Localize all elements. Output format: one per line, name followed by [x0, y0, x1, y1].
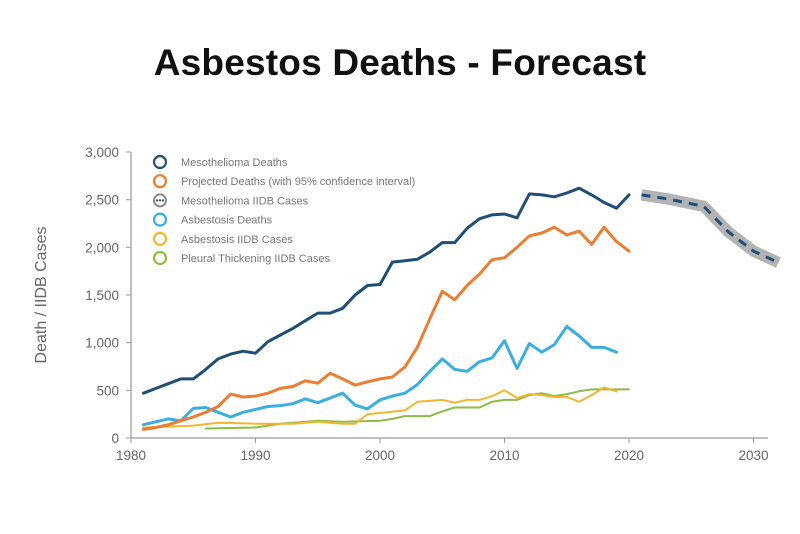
x-tick-label: 2030 [738, 448, 768, 463]
y-tick-label: 1,500 [85, 288, 119, 303]
y-tick-label: 1,000 [85, 336, 119, 351]
legend-label: Asbestosis Deaths [181, 215, 273, 227]
legend-marker-icon [153, 193, 167, 208]
legend-item: Asbestosis IIDB Cases [152, 231, 293, 246]
y-tick-label: 0 [111, 431, 119, 446]
x-tick-label: 1980 [116, 448, 146, 463]
y-tick-label: 500 [96, 383, 119, 398]
series-mesothelioma-deaths [141, 186, 631, 395]
series-asbestosis-deaths [141, 325, 618, 427]
x-tick-label: 2010 [489, 448, 519, 463]
legend-marker-icon [152, 231, 168, 246]
legend-label: Projected Deaths (with 95% confidence in… [181, 176, 415, 188]
series-lines [141, 186, 631, 431]
chart-title: Asbestos Deaths - Forecast [153, 42, 647, 83]
y-tick-label: 2,500 [85, 193, 119, 208]
y-tick-label: 2,000 [85, 240, 119, 255]
series-mesothelioma-iidb-cases [141, 225, 631, 431]
forecast-line [641, 193, 780, 264]
y-tick-label: 3,000 [85, 145, 119, 160]
legend-item: Mesothelioma IIDB Cases [153, 193, 309, 208]
axes: 0 500 1,000 1,500 2,000 2,500 3,000 1980 1990 200… [85, 145, 768, 463]
legend-marker-icon [152, 154, 168, 170]
legend-label: Mesothelioma IIDB Cases [181, 195, 309, 207]
x-tick-label: 2020 [614, 448, 644, 463]
legend-item: Projected Deaths (with 95% confidence in… [152, 174, 415, 189]
legend-marker-icon [152, 174, 168, 189]
legend: Mesothelioma Deaths Projected Deaths (wit… [152, 154, 415, 266]
legend-label: Mesothelioma Deaths [181, 157, 288, 169]
legend-item: Asbestosis Deaths [152, 212, 273, 227]
legend-label: Pleural Thickening IIDB Cases [181, 253, 330, 265]
legend-item: Pleural Thickening IIDB Cases [152, 250, 330, 266]
series-pleural-thickening-iidb-cases [204, 388, 630, 430]
x-tick-label: 2000 [365, 448, 395, 463]
x-tick-label: 1990 [240, 448, 270, 463]
legend-marker-icon [152, 212, 168, 227]
legend-marker-icon [152, 250, 168, 266]
series-asbestosis-iidb-cases [142, 386, 618, 429]
legend-item: Mesothelioma Deaths [152, 154, 288, 170]
legend-label: Asbestosis IIDB Cases [181, 234, 293, 246]
